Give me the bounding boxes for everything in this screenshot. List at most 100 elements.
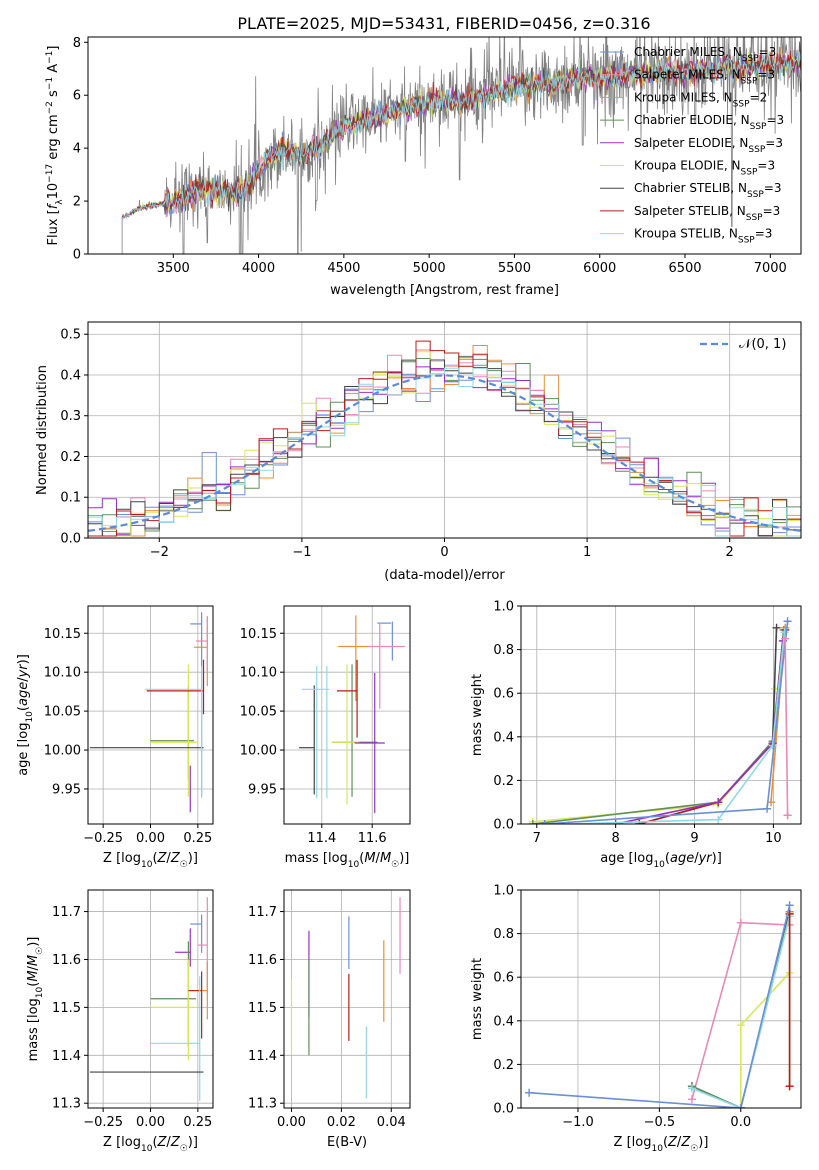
x-tick-label: −0.5 (644, 1115, 676, 1130)
x-tick-label: 0.00 (136, 1115, 165, 1130)
x-tick-label: −2 (150, 545, 169, 560)
legend-entry: Kroupa ELODIE, NSSP=3 (634, 159, 775, 178)
x-axis-label: Z [log10(Z/Z☉)] (103, 851, 198, 870)
weight-marker (763, 804, 772, 813)
x-tick-label: 9 (690, 831, 698, 846)
x-tick-label: 7000 (754, 261, 787, 276)
x-axis-label: wavelength [Angstrom, rest frame] (330, 283, 559, 298)
axes-frame (520, 605, 802, 825)
x-tick-label: 11.6 (358, 831, 387, 846)
y-tick-label: 4 (73, 142, 81, 157)
x-tick-label: 0.02 (327, 1115, 356, 1130)
y-tick-label: 11.4 (52, 1049, 81, 1064)
weight-marker (540, 820, 549, 824)
x-tick-label: 11.4 (307, 831, 336, 846)
y-tick-label: 0.1 (60, 491, 81, 506)
y-axis-label: age [log10(age/yr)] (16, 654, 35, 776)
weight-marker (736, 1021, 745, 1030)
age-vs-Z-panel: −0.25 0.00 0.25 9.95 10.00 10.05 10.10 10.15 Z [… (16, 605, 214, 870)
y-tick-label: 9.95 (248, 782, 277, 797)
y-tick-label: 0.5 (60, 328, 81, 343)
y-tick-label: 0.3 (60, 409, 81, 424)
weight-line (529, 905, 791, 1108)
y-tick-label: 0.0 (493, 818, 514, 833)
y-tick-label: 0.2 (60, 450, 81, 465)
x-axis-label: Z [log10(Z/Z☉)] (103, 1135, 198, 1154)
plot-area (89, 612, 208, 813)
plot-area (299, 615, 405, 814)
weight-vs-age-panel: 7 8 9 10 0.0 0.2 0.4 0.6 0.8 1.0 age [log10(age/yr… (470, 600, 802, 870)
x-tick-label: 0.04 (377, 1115, 406, 1130)
histogram-step-line (88, 367, 801, 537)
y-tick-label: 0.6 (493, 687, 514, 702)
spectrum-panel: 3500 4000 4500 5000 5500 6000 6500 7000 0 2 4 6 8 wav… (45, 36, 802, 298)
y-tick-label: 11.5 (248, 1001, 277, 1016)
x-axis-label: age [log10(age/yr)] (600, 851, 722, 870)
y-axis-label: Flux [fλ10−17 erg cm−2 s−1 A−1] (45, 46, 65, 246)
weight-line (568, 632, 786, 824)
weight-marker (768, 741, 777, 750)
legend-entry: Chabrier ELODIE, NSSP=3 (634, 113, 784, 132)
y-tick-label: 6 (73, 89, 81, 104)
weight-line (784, 638, 789, 816)
x-tick-label: 6000 (583, 261, 616, 276)
y-tick-label: 11.6 (52, 953, 81, 968)
y-tick-label: 10.05 (44, 705, 81, 720)
x-axis-label: mass [log10(M/M☉)] (285, 851, 410, 870)
plot-area (89, 897, 208, 1101)
weight-line (740, 972, 791, 1108)
x-tick-label: 0 (440, 545, 448, 560)
legend-entry: Kroupa MILES, NSSP=2 (634, 90, 767, 109)
y-tick-label: 1.0 (493, 600, 514, 615)
weight-line (691, 916, 791, 1108)
y-tick-label: 0.8 (493, 927, 514, 942)
legend-entry: 𝒩(0, 1) (739, 337, 786, 352)
legend-entry: Salpeter ELODIE, NSSP=3 (634, 136, 783, 155)
x-tick-label: −0.25 (83, 1115, 123, 1130)
x-tick-label: 0.00 (277, 1115, 306, 1130)
y-axis-label: mass [log10(M/M☉)] (26, 937, 45, 1062)
x-tick-label: 4000 (242, 261, 275, 276)
weight-marker (785, 1082, 794, 1091)
plot-area (525, 901, 794, 1108)
x-tick-label: 2 (726, 545, 734, 560)
x-tick-label: 0.00 (136, 831, 165, 846)
y-axis-label: Normed distribution (35, 365, 50, 495)
weight-marker (714, 798, 723, 807)
weight-marker (714, 815, 723, 824)
legend-entry: Chabrier MILES, NSSP=3 (634, 45, 776, 64)
y-tick-label: 0.0 (493, 1102, 514, 1117)
x-tick-label: 0.25 (183, 1115, 212, 1130)
y-tick-label: 10.10 (44, 666, 81, 681)
y-tick-label: 0.4 (493, 1014, 514, 1029)
y-tick-label: 10.00 (240, 744, 277, 759)
weight-marker (785, 901, 794, 910)
weight-marker (772, 623, 781, 632)
y-tick-label: 10.10 (240, 666, 277, 681)
legend-entry: Kroupa STELIB, NSSP=3 (634, 227, 772, 246)
age-vs-mass-panel: 11.4 11.6 9.95 10.00 10.05 10.10 10.15 mass [lo… (240, 605, 411, 870)
weight-line (639, 629, 786, 824)
y-tick-label: 0.4 (60, 368, 81, 383)
legend-entry: Salpeter STELIB, NSSP=3 (634, 204, 780, 223)
histogram-step-line (88, 359, 801, 537)
y-tick-label: 9.95 (52, 782, 81, 797)
x-axis-label: Z [log10(Z/Z☉)] (614, 1135, 709, 1154)
y-tick-label: 11.4 (248, 1049, 277, 1064)
x-tick-label: 4500 (327, 261, 360, 276)
weight-marker (528, 820, 537, 824)
y-tick-label: 8 (73, 36, 81, 51)
y-axis-label: mass weight (470, 674, 485, 756)
y-axis-label: mass weight (470, 958, 485, 1040)
histogram-step-line (88, 356, 801, 536)
y-tick-label: 10.15 (44, 627, 81, 642)
y-tick-label: 0 (73, 248, 81, 263)
weight-line (544, 621, 789, 824)
weight-marker (781, 634, 790, 643)
plot-area (528, 617, 792, 824)
y-tick-label: 11.7 (52, 905, 81, 920)
weight-line (532, 688, 776, 823)
y-tick-label: 0.4 (493, 730, 514, 745)
spectrum-model-line (121, 51, 801, 221)
